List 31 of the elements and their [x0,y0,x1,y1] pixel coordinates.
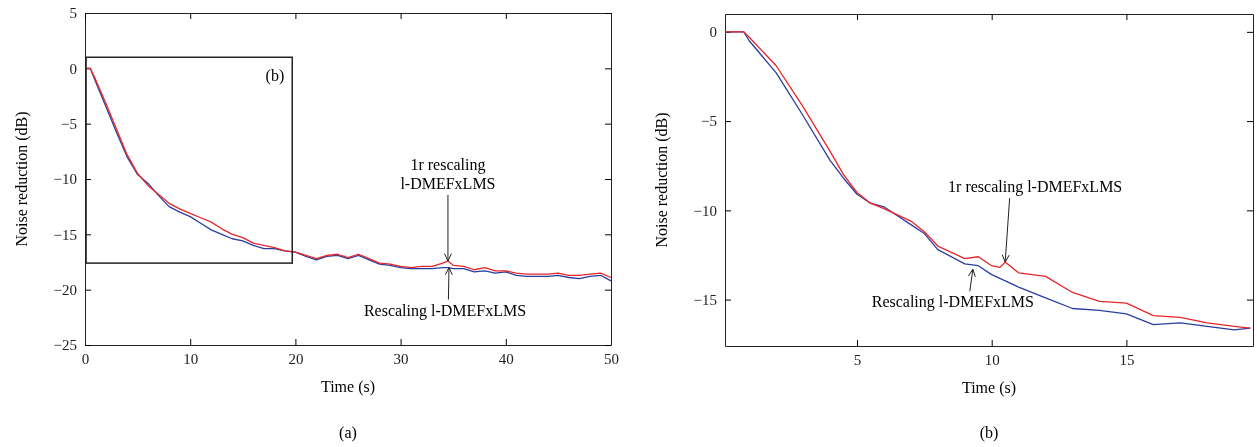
x-axis-title: Time (s) [320,378,376,396]
y-tick-label: −15 [53,226,77,243]
annotation: Rescaling l-DMEFxLMS [871,293,1034,312]
y-tick-label: −25 [53,337,77,354]
text: (a) [339,424,357,442]
x-tick-label: 10 [984,351,1000,368]
annotation: 1r rescaling l-DMEFxLMS [400,155,496,192]
x-tick-label: 20 [288,350,304,367]
y-tick-label: −15 [693,291,717,308]
y-axis-title: Noise reduction (dB) [13,111,31,247]
annotation: 1r rescaling l-DMEFxLMS [948,178,1123,197]
y-tick-label: −10 [693,202,717,219]
y-tick-label: −5 [701,113,717,130]
y-tick-label: −10 [53,171,77,188]
text: (b) [979,424,999,442]
y-tick-label: 5 [69,5,77,22]
y-tick-label: 0 [69,60,77,77]
x-tick-label: 10 [183,350,199,367]
x-tick-label: 15 [1119,351,1135,368]
x-tick-label: 40 [498,350,514,367]
x-axis-title: Time (s) [961,379,1017,397]
y-tick-label: 0 [709,24,717,41]
annotation: Rescaling l-DMEFxLMS [363,301,527,320]
x-tick-label: 5 [853,351,862,368]
x-tick-label: 50 [604,350,619,367]
x-tick-label: 0 [81,350,90,367]
annotation: (b) [265,67,285,86]
y-axis-title: Noise reduction (dB) [653,112,671,248]
x-tick-label: 30 [393,350,409,367]
y-tick-label: −5 [61,115,77,132]
y-tick-label: −20 [53,281,77,298]
